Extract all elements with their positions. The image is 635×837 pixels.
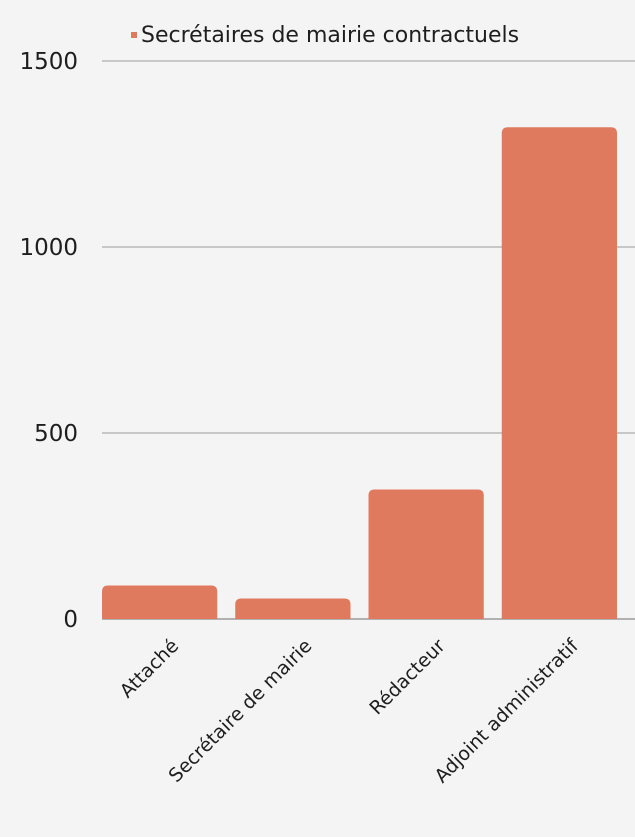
y-tick-label: 1500 [19,49,78,75]
x-tick-label: Attaché [116,635,183,702]
y-axis-ticks: 0 500 1000 1500 [19,49,78,633]
x-tick-label: Rédacteur [365,635,449,719]
bar-secr-taire-de-mairie [235,598,351,619]
legend-label: Secrétaires de mairie contractuels [141,23,519,48]
y-tick-label: 1000 [19,235,78,261]
bar-r-dacteur [368,489,484,619]
y-tick-label: 0 [63,607,78,633]
bars [102,127,617,619]
legend-swatch [131,32,137,38]
bar-attach- [102,585,218,619]
bar-adjoint-administratif [501,127,617,619]
y-tick-label: 500 [34,421,78,447]
x-tick-label: Adjoint administratif [431,634,584,787]
x-tick-label: Secrétaire de mairie [165,635,317,787]
legend: Secrétaires de mairie contractuels [131,23,519,48]
